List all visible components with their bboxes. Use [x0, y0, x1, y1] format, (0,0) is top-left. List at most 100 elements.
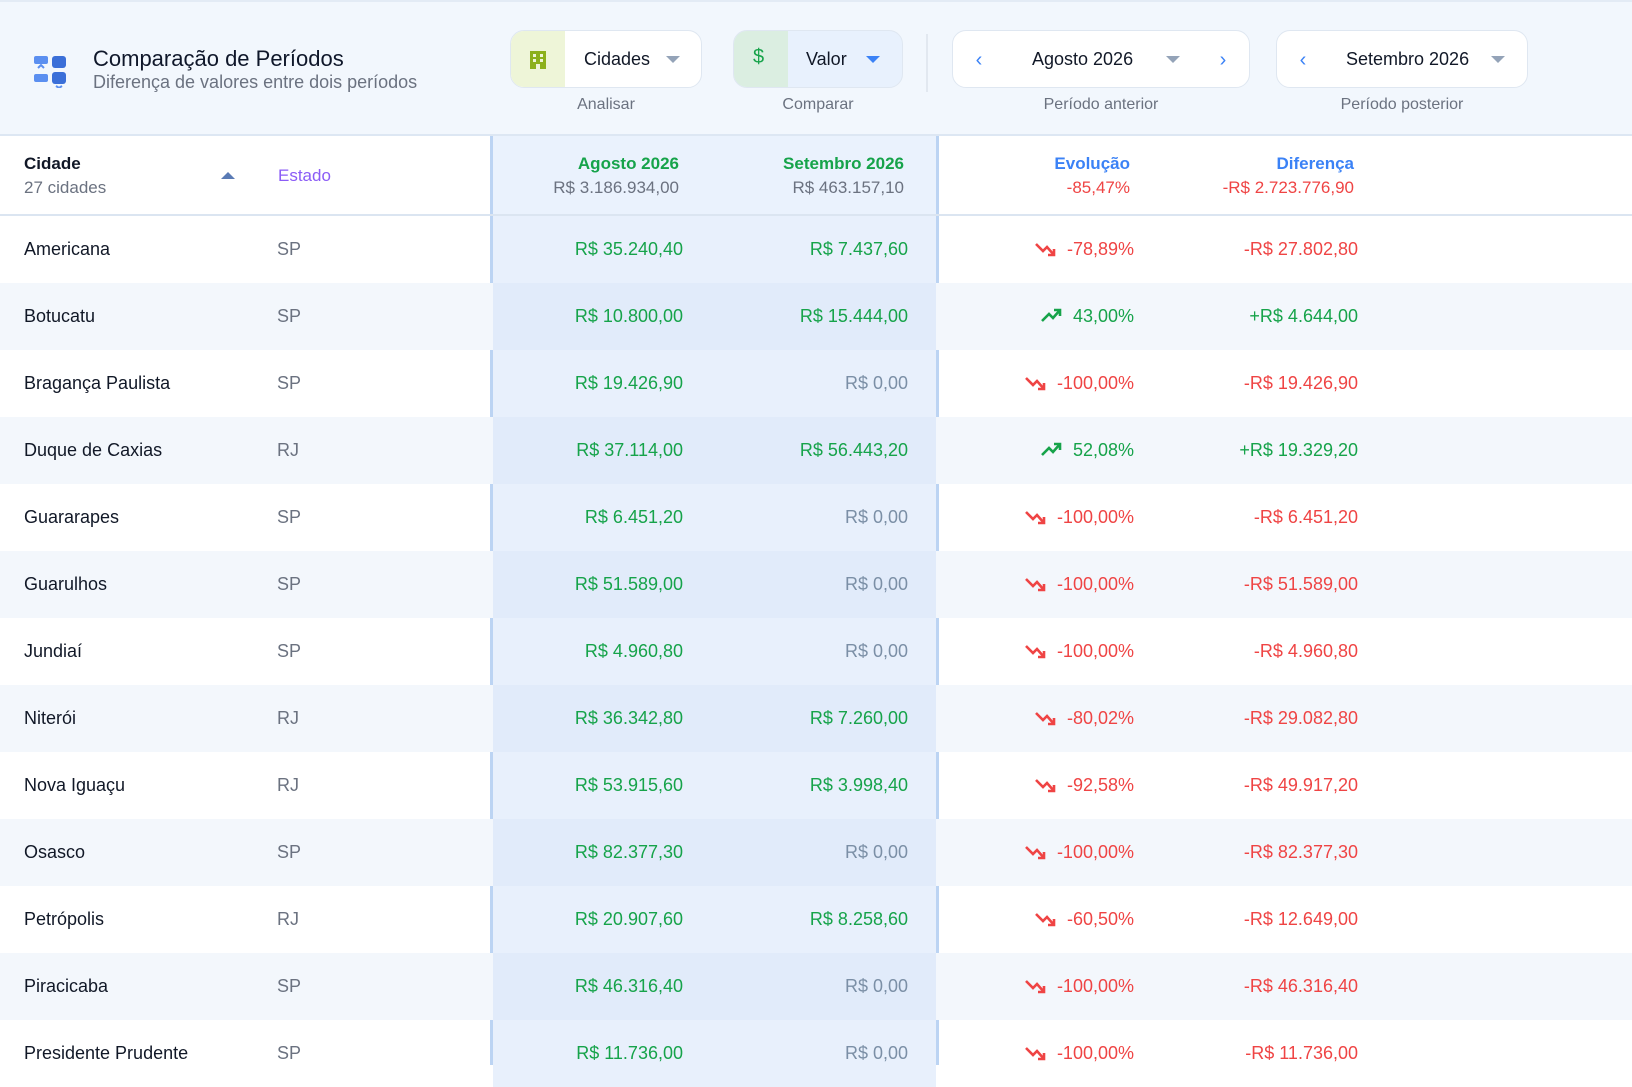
evolution-cell: -100,00%: [1057, 574, 1134, 595]
prev-value-cell: R$ 36.342,80: [574, 708, 683, 728]
period-next-value: Setembro 2026: [1346, 49, 1470, 69]
dollar-icon: $: [753, 46, 765, 68]
state-cell: RJ: [277, 775, 299, 795]
evolution-value: 52,08%: [1072, 440, 1134, 460]
prev-value-cell: R$ 35.240,40: [574, 239, 683, 259]
header-difference[interactable]: Diferença -R$ 2.723.776,90: [1222, 154, 1354, 197]
difference-cell: +R$ 4.644,00: [1249, 306, 1358, 326]
evolution-value: -100,00%: [1056, 1043, 1134, 1063]
table-header: Cidade 27 cidades Estado Agosto 2026 R$ …: [0, 136, 1632, 216]
evolution-cell: -100,00%: [1057, 842, 1134, 863]
state-cell: SP: [277, 976, 302, 996]
row-highlight: [493, 752, 936, 819]
prev-value-cell: R$ 11.736,00: [576, 1043, 683, 1063]
trend-down-icon: [1035, 243, 1056, 257]
header-city[interactable]: Cidade 27 cidades: [24, 154, 107, 197]
difference-cell: -R$ 46.316,40: [1243, 976, 1358, 996]
city-cell: Osasco: [24, 842, 86, 862]
row-highlight: [493, 551, 936, 618]
chevron-left-icon[interactable]: ‹: [975, 49, 983, 71]
chevron-right-icon[interactable]: ›: [1219, 49, 1227, 71]
difference-total: -R$ 2.723.776,90: [1222, 178, 1354, 197]
evolution-cell: -80,02%: [1067, 708, 1134, 729]
table-row[interactable]: Guararapes SP R$ 6.451,20 R$ 0,00 -100,00% -R…: [0, 484, 1632, 551]
difference-cell: -R$ 11.736,00: [1245, 1043, 1358, 1063]
table-row[interactable]: Guarulhos SP R$ 51.589,00 R$ 0,00 -100,00% -R…: [0, 551, 1632, 618]
state-cell: SP: [277, 306, 302, 326]
evolution-cell: -100,00%: [1057, 976, 1134, 997]
row-highlight: [493, 685, 936, 752]
period-next-selector[interactable]: ‹ Setembro 2026: [1276, 30, 1528, 88]
next-value-cell: R$ 56.443,20: [799, 440, 908, 460]
prev-value-cell: R$ 6.451,20: [584, 507, 683, 527]
page-title: Comparação de Períodos: [93, 46, 344, 71]
evolution-cell: 43,00%: [1073, 306, 1134, 327]
evolution-cell: 52,08%: [1073, 440, 1134, 461]
trend-down-icon: [1025, 846, 1046, 860]
city-cell: Americana: [24, 239, 111, 259]
next-value-cell: R$ 0,00: [844, 641, 908, 661]
difference-cell: -R$ 51.589,00: [1243, 574, 1358, 594]
city-cell: Jundiaí: [24, 641, 83, 661]
chevron-left-icon[interactable]: ‹: [1299, 49, 1307, 71]
next-period-total: R$ 463.157,10: [792, 178, 904, 197]
row-highlight: [493, 484, 936, 551]
evolution-value: -100,00%: [1056, 574, 1134, 594]
difference-cell: -R$ 12.649,00: [1243, 909, 1358, 929]
evolution-cell: -100,00%: [1057, 373, 1134, 394]
compare-dropdown[interactable]: $ Valor: [733, 30, 903, 88]
evolution-cell: -100,00%: [1057, 1043, 1134, 1064]
row-highlight: [493, 953, 936, 1020]
period-prev-selector[interactable]: ‹ Agosto 2026 ›: [952, 30, 1250, 88]
table-row[interactable]: Presidente Prudente SP R$ 11.736,00 R$ 0,00…: [0, 1020, 1632, 1087]
chevron-down-icon: [1166, 56, 1180, 63]
table-row[interactable]: Duque de Caxias RJ R$ 37.114,00 R$ 56.443,2…: [0, 417, 1632, 484]
header-state[interactable]: Estado: [278, 166, 331, 185]
difference-cell: -R$ 19.426,90: [1243, 373, 1358, 393]
table-row[interactable]: Americana SP R$ 35.240,40 R$ 7.437,60 -78,89…: [0, 216, 1632, 283]
difference-cell: +R$ 19.329,20: [1239, 440, 1358, 460]
trend-up-icon: [1041, 308, 1062, 322]
difference-cell: -R$ 29.082,80: [1243, 708, 1358, 728]
evolution-cell: -60,50%: [1067, 909, 1134, 930]
evolution-value: -100,00%: [1056, 976, 1134, 996]
row-highlight: [493, 819, 936, 886]
table-row[interactable]: Niterói RJ R$ 36.342,80 R$ 7.260,00 -80,02% -…: [0, 685, 1632, 752]
prev-value-cell: R$ 19.426,90: [574, 373, 683, 393]
city-cell: Petrópolis: [24, 909, 105, 929]
analyze-value: Cidades: [584, 49, 651, 69]
header-prev-period[interactable]: Agosto 2026 R$ 3.186.934,00: [553, 154, 679, 197]
city-cell: Piracicaba: [24, 976, 109, 996]
analyze-icon-segment: [511, 31, 565, 87]
prev-value-cell: R$ 51.589,00: [574, 574, 683, 594]
table-row[interactable]: Petrópolis RJ R$ 20.907,60 R$ 8.258,60 -60,5…: [0, 886, 1632, 953]
city-cell: Presidente Prudente: [24, 1043, 189, 1063]
state-cell: RJ: [277, 708, 299, 728]
table-row[interactable]: Osasco SP R$ 82.377,30 R$ 0,00 -100,00% -R$ 8…: [0, 819, 1632, 886]
trend-down-icon: [1025, 511, 1046, 525]
table-row[interactable]: Nova Iguaçu RJ R$ 53.915,60 R$ 3.998,40 -92,…: [0, 752, 1632, 819]
next-value-cell: R$ 7.260,00: [809, 708, 908, 728]
next-value-cell: R$ 3.998,40: [809, 775, 908, 795]
trend-down-icon: [1025, 1047, 1046, 1061]
table-row[interactable]: Botucatu SP R$ 10.800,00 R$ 15.444,00 43,00%…: [0, 283, 1632, 350]
row-highlight: [493, 216, 936, 283]
analyze-dropdown[interactable]: Cidades: [510, 30, 702, 88]
difference-cell: -R$ 27.802,80: [1243, 239, 1358, 259]
prev-period-total: R$ 3.186.934,00: [553, 178, 679, 197]
prev-value-cell: R$ 53.915,60: [574, 775, 683, 795]
difference-cell: -R$ 6.451,20: [1253, 507, 1358, 527]
row-highlight: [493, 886, 936, 953]
state-cell: SP: [277, 1043, 302, 1063]
compare-caption: Comparar: [782, 96, 854, 113]
next-value-cell: R$ 0,00: [844, 1043, 908, 1063]
next-value-cell: R$ 15.444,00: [799, 306, 908, 326]
table-row[interactable]: Piracicaba SP R$ 46.316,40 R$ 0,00 -100,00% -…: [0, 953, 1632, 1020]
city-cell: Bragança Paulista: [24, 373, 171, 393]
table-row[interactable]: Bragança Paulista SP R$ 19.426,90 R$ 0,00 -1…: [0, 350, 1632, 417]
table-row[interactable]: Jundiaí SP R$ 4.960,80 R$ 0,00 -100,00% -R$ 4…: [0, 618, 1632, 685]
sort-asc-icon[interactable]: [221, 172, 235, 179]
header-next-period[interactable]: Setembro 2026 R$ 463.157,10: [783, 154, 904, 197]
header-evolution[interactable]: Evolução -85,47%: [1054, 154, 1130, 197]
state-cell: SP: [277, 239, 302, 259]
